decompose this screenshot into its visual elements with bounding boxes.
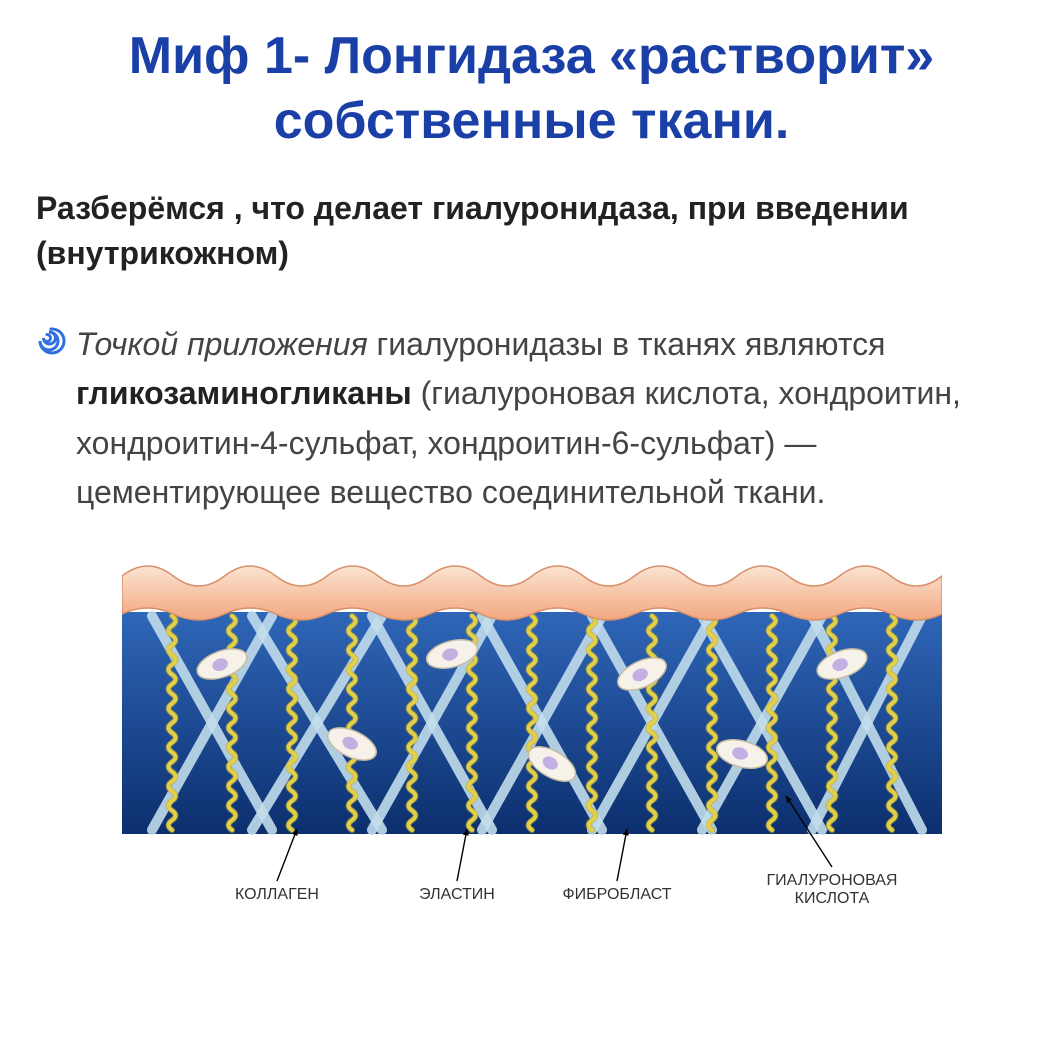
skin-diagram: КОЛЛАГЕН ЭЛАСТИН ФИБРОБЛАСТ ГИАЛУРОНОВАЯКИС… <box>122 554 942 914</box>
intro-subtitle: Разберёмся , что делает гиалуронидаза, п… <box>36 186 1027 276</box>
svg-text:ФИБРОБЛАСТ: ФИБРОБЛАСТ <box>562 886 671 903</box>
body-paragraph: Точкой приложения гиалуронидазы в тканях… <box>36 320 1027 518</box>
page-title: Миф 1- Лонгидаза «растворит» собственные… <box>36 24 1027 154</box>
spiral-icon <box>36 326 66 518</box>
svg-text:КОЛЛАГЕН: КОЛЛАГЕН <box>235 886 319 903</box>
svg-text:ГИАЛУРОНОВАЯ: ГИАЛУРОНОВАЯ <box>766 872 897 889</box>
svg-text:ЭЛАСТИН: ЭЛАСТИН <box>419 886 495 903</box>
body-text-content: Точкой приложения гиалуронидазы в тканях… <box>76 320 1027 518</box>
svg-text:КИСЛОТА: КИСЛОТА <box>794 890 869 907</box>
